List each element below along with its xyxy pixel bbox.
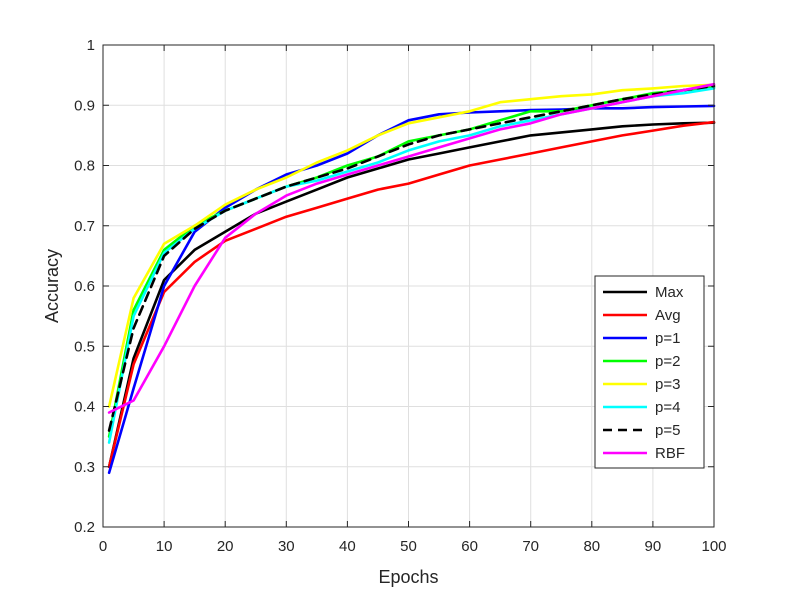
y-tick-label: 0.2	[74, 519, 95, 536]
x-tick-label: 70	[522, 538, 539, 555]
legend-box	[594, 275, 705, 469]
legend-label: p=2	[655, 353, 680, 370]
x-tick-label: 80	[583, 538, 600, 555]
series-line-avg	[107, 120, 716, 469]
legend-label: p=3	[655, 376, 680, 393]
legend-label: Avg	[655, 307, 681, 324]
x-axis-label: Epochs	[378, 567, 438, 587]
series-line-p-3	[107, 83, 716, 408]
legend-label: p=4	[655, 399, 680, 416]
legend-label: Max	[655, 284, 684, 301]
series-line-max	[107, 121, 716, 469]
x-tick-label: 20	[217, 538, 234, 555]
y-tick-label: 1	[87, 37, 95, 54]
x-tick-label: 30	[278, 538, 295, 555]
y-axis-label: Accuracy	[42, 249, 62, 323]
x-tick-label: 40	[339, 538, 356, 555]
legend-label: RBF	[655, 445, 685, 462]
x-tick-label: 50	[400, 538, 417, 555]
y-tick-label: 0.3	[74, 459, 95, 476]
legend: Max Avg p=1 p=2 p=3 p=4 p=5 RBF	[594, 275, 705, 469]
ticks: 0 10 20 30 40 50 60 70 80 90 100 0.2 0.3 0.4 0.5 0.6 0.7…	[74, 37, 726, 555]
x-tick-label: 100	[701, 538, 726, 555]
y-tick-label: 0.9	[74, 97, 95, 114]
x-tick-label: 0	[99, 538, 107, 555]
y-tick-label: 0.4	[74, 399, 95, 416]
x-tick-label: 90	[645, 538, 662, 555]
y-tick-label: 0.7	[74, 218, 95, 235]
series-lines	[107, 82, 716, 475]
legend-label: p=1	[655, 330, 680, 347]
y-tick-label: 0.5	[74, 338, 95, 355]
x-tick-label: 10	[156, 538, 173, 555]
series-line-rbf	[107, 82, 716, 414]
series-line-p-5	[107, 84, 716, 432]
y-tick-label: 0.6	[74, 278, 95, 295]
legend-label: p=5	[655, 422, 680, 439]
y-tick-label: 0.8	[74, 158, 95, 175]
x-tick-label: 60	[461, 538, 478, 555]
